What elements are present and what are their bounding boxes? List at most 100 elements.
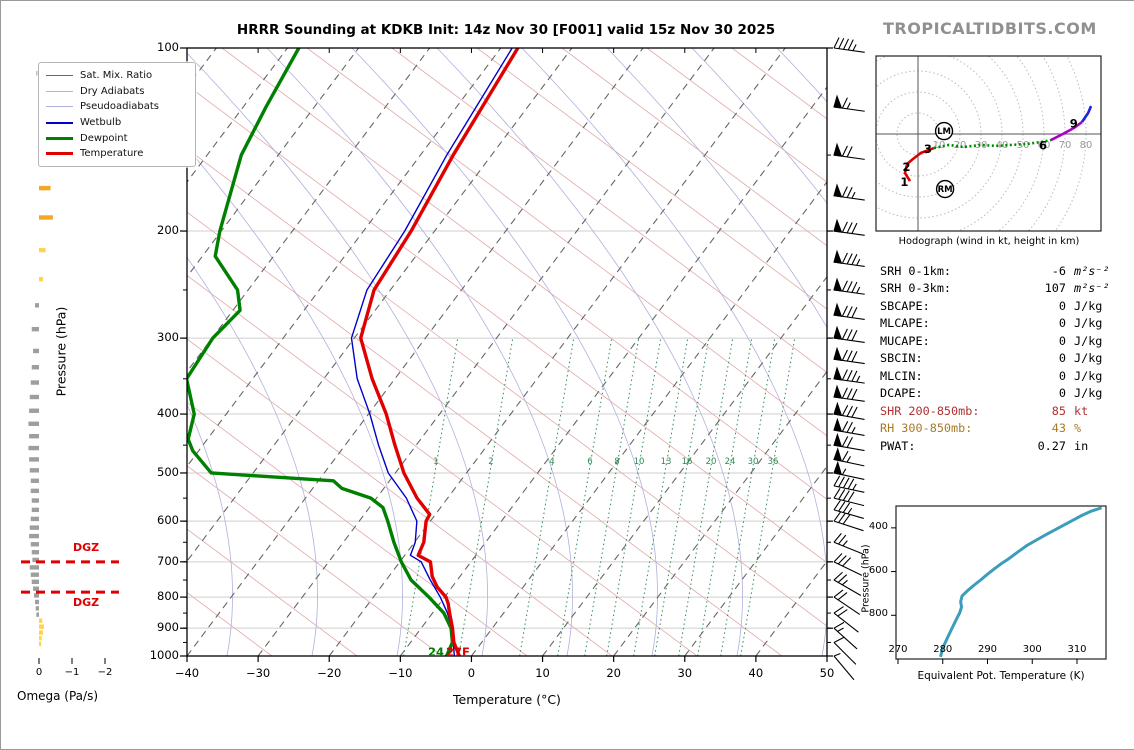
mixing-ratio-label: 10 [634, 457, 645, 467]
index-row: SRH 0-1km: -6 m²s⁻² [880, 263, 1132, 280]
legend-item-label: Dewpoint [80, 132, 128, 144]
index-row: SRH 0-3km: 107 m²s⁻² [880, 280, 1132, 297]
svg-text:20: 20 [954, 140, 967, 151]
dgz-label-lower: DGZ [73, 596, 100, 609]
tick-label: 400 [157, 406, 179, 421]
mixing-ratio-label: 16 [682, 457, 693, 467]
tick-label: 30 [677, 666, 693, 680]
wind-barb [833, 432, 865, 452]
legend-item-label: Sat. Mix. Ratio [80, 70, 153, 82]
index-value: 0 [1058, 386, 1066, 401]
svg-text:LM: LM [937, 127, 951, 137]
index-unit: J/kg [1074, 368, 1103, 383]
wind-barb [833, 218, 865, 236]
svg-text:RM: RM [938, 185, 953, 195]
wetbulb-legend-swatch [46, 121, 73, 124]
legend-item-label: Temperature [80, 148, 144, 160]
legend-item: Wetbulb [46, 115, 188, 131]
brand-logo: TROPICALTIDBITS.COM [883, 19, 1097, 38]
tick-label: 800 [868, 608, 888, 620]
wind-barb [833, 249, 865, 267]
legend-item-label: Pseudoadiabats [80, 101, 160, 113]
index-value: 0 [1058, 351, 1066, 366]
legend-item: Dry Adiabats [46, 84, 188, 100]
index-unit: J/kg [1074, 333, 1103, 348]
index-row: MUCAPE: 0 J/kg [880, 333, 1132, 350]
mixing-ratio-label: 36 [768, 457, 779, 467]
page-title: HRRR Sounding at KDKB Init: 14z Nov 30 [… [236, 22, 776, 38]
index-row: RH 300-850mb: 43% [880, 420, 1132, 437]
index-label: SBCAPE: [880, 298, 930, 313]
wind-barb [833, 37, 865, 53]
tick-label: 600 [868, 564, 888, 576]
pressure-axis-label: Pressure (hPa) [53, 306, 69, 397]
tick-label: 290 [977, 644, 998, 655]
tick-label: −20 [317, 666, 342, 680]
index-label: SRH 0-3km: [880, 281, 952, 296]
wind-barb [833, 488, 865, 507]
index-row: DCAPE: 0 J/kg [880, 385, 1132, 402]
wind-barb [833, 325, 865, 343]
pseudo-legend-swatch [46, 106, 73, 108]
svg-text:50: 50 [1017, 140, 1030, 151]
mixing-ratio-label: 2 [488, 457, 493, 467]
mixing-ratio-label: 1 [433, 457, 438, 467]
index-label: RH 300-850mb: [880, 421, 973, 436]
index-unit: J/kg [1074, 386, 1103, 401]
index-value: 107 [1044, 281, 1066, 296]
tick-label: −1 [64, 667, 80, 678]
legend-item: Temperature [46, 146, 188, 162]
tick-label: 310 [1067, 644, 1087, 655]
theta-e-caption: Equivalent Pot. Temperature (K) [917, 670, 1085, 682]
legend-item: Pseudoadiabats [46, 99, 188, 115]
svg-text:60: 60 [1038, 140, 1051, 151]
wind-barb [833, 475, 865, 493]
index-unit: J/kg [1074, 316, 1103, 331]
svg-text:3: 3 [924, 142, 932, 156]
index-label: MUCAPE: [880, 333, 930, 348]
svg-text:2: 2 [902, 160, 910, 174]
mixratio-legend-swatch [46, 75, 73, 77]
indices-panel: SRH 0-1km: -6 m²s⁻² SRH 0-3km: 107 m²s⁻² SBCAP… [880, 263, 1132, 455]
mixing-ratio-label: 8 [614, 457, 619, 467]
tick-label: 0 [467, 666, 476, 680]
dgz-label-upper: DGZ [73, 541, 100, 554]
tick-label: 500 [157, 464, 179, 479]
wind-barb [833, 417, 865, 436]
legend-item: Sat. Mix. Ratio [46, 68, 188, 84]
index-unit: m²s⁻² [1074, 264, 1110, 278]
wind-barb [833, 183, 865, 201]
theta-e-panel [891, 505, 1107, 664]
tick-label: 0 [35, 667, 43, 678]
mixing-ratio-label: 6 [587, 457, 592, 467]
wind-barb [833, 302, 865, 320]
legend-item-label: Wetbulb [80, 117, 122, 129]
index-unit: J/kg [1074, 351, 1103, 366]
index-label: PWAT: [880, 438, 916, 453]
index-row: SBCAPE: 0 J/kg [880, 298, 1132, 315]
tick-label: 900 [157, 620, 179, 635]
svg-text:10: 10 [933, 140, 946, 151]
index-row: PWAT: 0.27 in [880, 438, 1132, 455]
wind-barb [833, 366, 865, 384]
theta-e-ylabel: Pressure (hPa) [860, 544, 872, 613]
wind-barb [833, 511, 864, 532]
tick-label: 100 [157, 40, 179, 54]
index-row: MLCIN: 0 J/kg [880, 368, 1132, 385]
omega-panel [21, 70, 119, 664]
index-label: SBCIN: [880, 351, 923, 366]
temperature-axis-label: Temperature (°C) [453, 692, 561, 707]
index-label: DCAPE: [880, 386, 923, 401]
svg-text:6: 6 [1039, 139, 1047, 153]
index-unit: m²s⁻² [1074, 281, 1110, 296]
tick-label: −40 [174, 666, 200, 680]
legend-item-label: Dry Adiabats [80, 85, 145, 97]
tick-label: 800 [157, 589, 179, 604]
wind-barb [833, 277, 865, 295]
tick-label: −10 [388, 666, 413, 680]
index-unit: J/kg [1074, 298, 1103, 313]
wind-barb [833, 447, 865, 467]
index-unit: % [1074, 421, 1082, 436]
wind-barb [833, 94, 865, 112]
